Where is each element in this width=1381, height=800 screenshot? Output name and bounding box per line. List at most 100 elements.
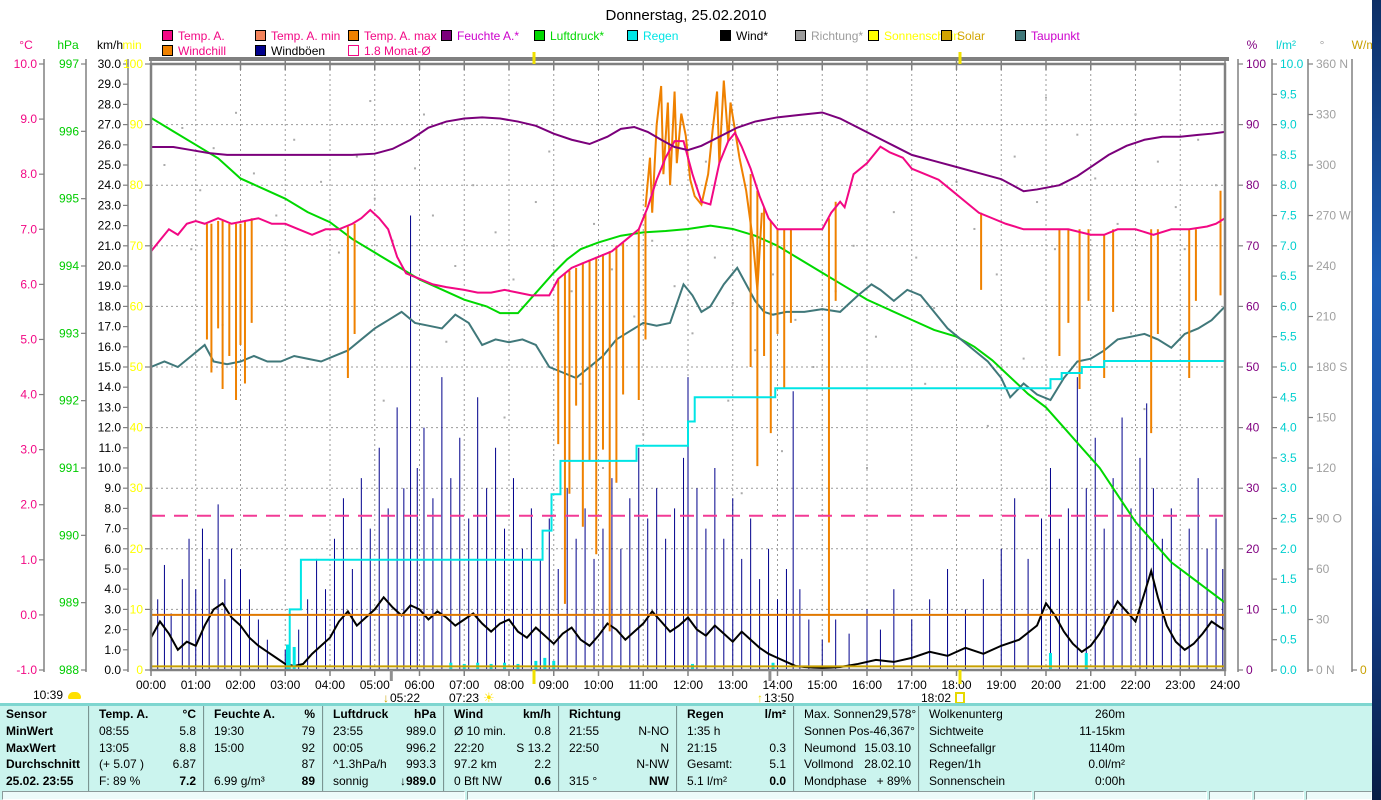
tick-label: 5.0 [1280,360,1297,374]
tick-label: 991 [59,461,79,475]
table-row: Gesamt: 5.1 [678,756,793,773]
moon-transit-marker: 10:39 [33,688,82,702]
svg-text:18:00: 18:00 [941,678,971,692]
legend-item-1-8-monat-: 1.8 Monat-Ø [348,44,431,58]
series-taupunkt [151,266,1225,402]
table-cell-value: S 13.2 [516,740,551,755]
svg-text:20:00: 20:00 [1031,678,1061,692]
tick-label: 993 [59,326,79,340]
table-row: Sonnen Pos -46,367° [795,723,918,740]
tick-label: 28.0 [98,97,122,111]
legend-label: Solar [957,28,986,43]
tick-label: 1.5 [1280,572,1297,586]
tick-label: 360 N [1316,57,1348,71]
tick-label: 13.0 [98,400,122,414]
svg-text:07:00: 07:00 [449,678,479,692]
chart-title: Donnerstag, 25.02.2010 [605,7,767,24]
axis-deg: 360 N 330 300 270 W 240 210 180 S 150 120 90 O 60 3… [1307,38,1351,677]
axis-min-label: min [122,38,141,52]
legend-label: Wind* [736,28,769,43]
table-cell-label: Sichtweite [929,723,984,738]
tick-label: 10 [1246,602,1260,616]
series-regen-summe [151,359,1225,670]
tick-label: 994 [59,259,79,273]
legend-label: Regen [643,28,679,43]
tick-label: 30 [1316,613,1330,627]
tick-label: 3.0 [104,602,121,616]
table-row: N-NW [560,756,676,773]
table-cell-label: Vollmond [804,757,854,772]
tick-label: 0 N [1316,663,1335,677]
legend-label: Temp. A. min [271,28,341,43]
tick-label: 80 [1246,178,1260,192]
svg-text:17:00: 17:00 [897,678,927,692]
legend-swatch-icon [1015,30,1026,41]
table-cell-label: Max. Sonnen [804,707,875,721]
legend-swatch-icon [441,30,452,41]
table-cell-value: 29,578° [874,707,917,721]
legend-item-temp-a-max: Temp. A. max [348,29,437,43]
tick-label: 70 [130,239,144,253]
table-cell-value: 0.3 [769,740,786,755]
table-col-info: Wolkenunterg 260m Sichtweite 11-15km Schneef… [918,706,1372,791]
axis-lm2: 10.0 9.5 9.0 8.5 8.0 7.5 7.0 6.5 6.0 5.5 5.0 4.5 4.0… [1271,38,1304,677]
table-cell-value: 996.2 [405,740,436,755]
table-cell-value: + 89% [876,774,911,789]
tick-label: 7.0 [104,522,121,536]
svg-text:14:00: 14:00 [762,678,792,692]
table-cell-value: N-NW [636,757,669,772]
axis-deg-label: ° [1320,38,1325,52]
table-col-header: Luftdruck [333,707,389,721]
tick-label: 26.0 [98,138,122,152]
legend-item-solar: Solar [941,28,986,43]
hour-ticks [150,61,1226,676]
tick-label: 2.5 [1280,512,1297,526]
table-row: Wolkenunterg 260m [920,706,1372,723]
tick-label: 17.0 [98,320,122,334]
table-row: Schneefallgr 1140m [920,740,1372,757]
status-bar-segment [467,791,1032,800]
legend-item-windb-en: Windböen [255,43,326,58]
svg-text:10:00: 10:00 [583,678,613,692]
weather-chart[interactable]: 00:00 01:00 02:00 03:00 04:00 05:00 06:00 07:00… [0,0,1372,706]
status-bar-segment [2,791,465,800]
axis-kmh-label: km/h [97,38,123,52]
table-col-richtung: Richtung 21:55 N-NO 22:50 N N-NW 315 ° NW [558,706,676,791]
table-row-label: 25.02. 23:55 [6,774,74,789]
table-cell-value: 7.2 [179,774,196,789]
tick-label: 10.0 [1280,57,1304,71]
svg-text:16:00: 16:00 [852,678,882,692]
table-cell-value: 79 [301,723,315,738]
legend-swatch-icon [255,30,266,41]
tick-label: 0 [136,663,143,677]
tick-label: 150 [1316,411,1336,425]
table-cell-value: N [660,740,669,755]
tick-label: 989 [59,596,79,610]
tick-label: 2.0 [20,498,37,512]
legend-item-temp-a-: Temp. A. [162,29,225,43]
tick-label: 7.5 [1280,209,1297,223]
table-cell-value: 989.0 [405,723,436,738]
legend-label: Windböen [271,43,326,58]
tick-label: 16.0 [98,340,122,354]
table-col-regen: Regen l/m² 1:35 h 21:15 0.3 Gesamt: 5.1 5.1 l/m… [676,706,793,791]
tick-label: 1.0 [20,553,37,567]
legend-label: Windchill [178,43,227,58]
svg-text:01:00: 01:00 [181,678,211,692]
sunrise-time: 07:23 [449,691,480,705]
tick-label: 60 [1246,299,1260,313]
svg-text:09:00: 09:00 [539,678,569,692]
table-row: 97.2 km 2.2 [445,756,558,773]
tick-label: 988 [59,663,79,677]
svg-text:23:00: 23:00 [1165,678,1195,692]
tick-label: 20 [130,542,144,556]
tick-label: 996 [59,124,79,138]
sunset-time: 18:02 [921,691,952,705]
table-row: Regen l/m² [678,706,793,723]
svg-text:06:00: 06:00 [404,678,434,692]
series-wind [151,567,1225,669]
table-cell-label: Sonnenschein [929,774,1006,789]
tick-label: 0.5 [1280,633,1297,647]
sun-icon: ☀ [483,690,495,705]
table-col-unit: l/m² [764,707,786,721]
